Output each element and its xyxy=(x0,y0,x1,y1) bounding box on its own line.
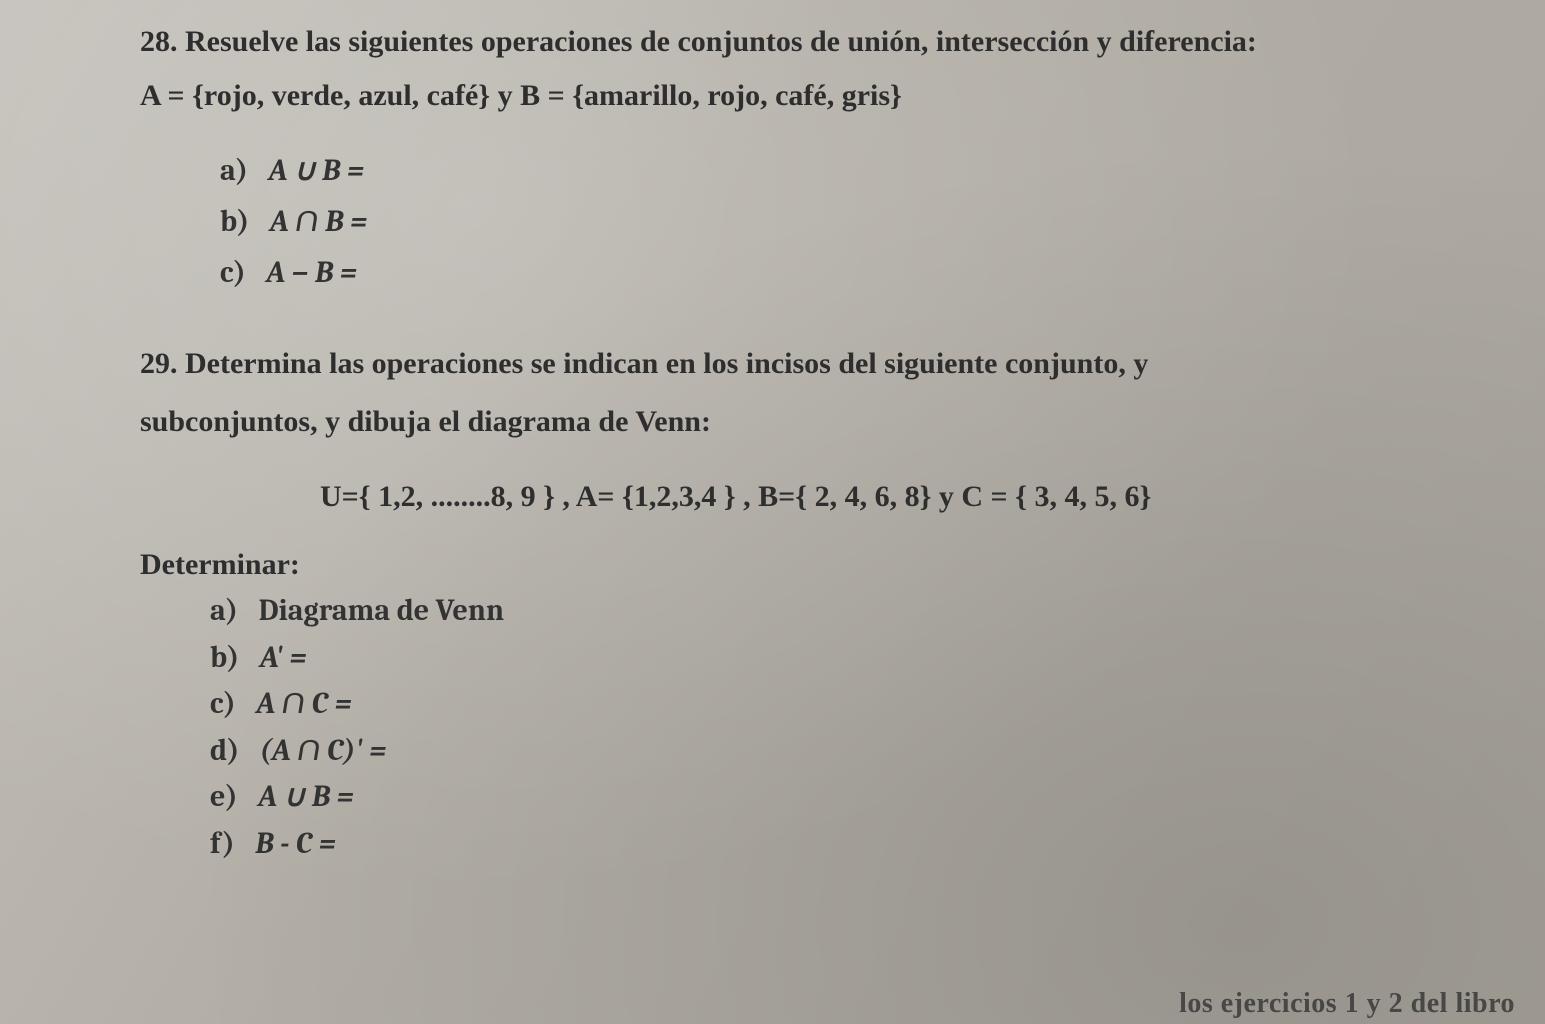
q29-sets-line: U={ 1,2, ........8, 9 } , A= {1,2,3,4 } … xyxy=(320,480,1485,514)
q29-item-d: d) (A ∩ C)' = xyxy=(210,728,1485,775)
footer-fragment: los ejercicios 1 y 2 del libro xyxy=(1179,988,1515,1020)
q29-prompt-line2: subconjuntos, y dibuja el diagrama de Ve… xyxy=(140,398,1485,446)
item-expr: A' = xyxy=(260,640,307,675)
item-expr: Diagrama de Venn xyxy=(259,593,505,628)
item-label: e) xyxy=(210,779,238,814)
q28-sets-line: A = {rojo, verde, azul, café} y B = {ama… xyxy=(140,74,1485,118)
q28-item-c: c) A − B = xyxy=(220,247,1485,298)
item-label: b) xyxy=(210,640,239,675)
q29-number: 29. xyxy=(140,347,178,380)
item-label: d) xyxy=(210,733,239,768)
q29-item-e: e) A ∪ B = xyxy=(210,774,1485,821)
item-label: a) xyxy=(220,153,248,188)
q29-item-a: a) Diagrama de Venn xyxy=(210,588,1485,635)
item-expr: A ∪ B = xyxy=(269,153,365,188)
q29-prompt-line1: 29. Determina las operaciones se indican… xyxy=(140,340,1485,388)
q29-determinar-label: Determinar: xyxy=(140,548,1485,582)
q28-item-b: b) A ∩ B = xyxy=(220,196,1485,247)
item-label: c) xyxy=(220,255,246,290)
item-expr: B - C = xyxy=(255,826,335,861)
q28-prompt: Resuelve las siguientes operaciones de c… xyxy=(185,25,1257,58)
q28-items: a) A ∪ B = b) A ∩ B = c) A − B = xyxy=(220,145,1485,298)
q29-prompt-l1: Determina las operaciones se indican en … xyxy=(185,347,1148,380)
q28-prompt-line: 28. Resuelve las siguientes operaciones … xyxy=(140,20,1485,64)
worksheet-page: 28. Resuelve las siguientes operaciones … xyxy=(0,0,1545,1024)
item-label: c) xyxy=(210,686,236,721)
q29-item-f: f) B - C = xyxy=(210,821,1485,868)
item-label: f) xyxy=(210,826,235,861)
q28-number: 28. xyxy=(140,25,178,58)
item-expr: A ∪ B = xyxy=(258,779,354,814)
q28-item-a: a) A ∪ B = xyxy=(220,145,1485,196)
item-expr: A ∩ B = xyxy=(270,204,367,239)
q29-item-b: b) A' = xyxy=(210,635,1485,682)
question-28: 28. Resuelve las siguientes operaciones … xyxy=(140,20,1485,298)
item-expr: A − B = xyxy=(266,255,357,290)
question-29: 29. Determina las operaciones se indican… xyxy=(140,340,1485,867)
item-label: b) xyxy=(220,204,249,239)
item-label: a) xyxy=(210,593,238,628)
item-expr: A ∩ C = xyxy=(256,686,351,721)
q29-items: a) Diagrama de Venn b) A' = c) A ∩ C = d… xyxy=(210,588,1485,867)
q29-item-c: c) A ∩ C = xyxy=(210,681,1485,728)
item-expr: (A ∩ C)' = xyxy=(260,733,386,768)
